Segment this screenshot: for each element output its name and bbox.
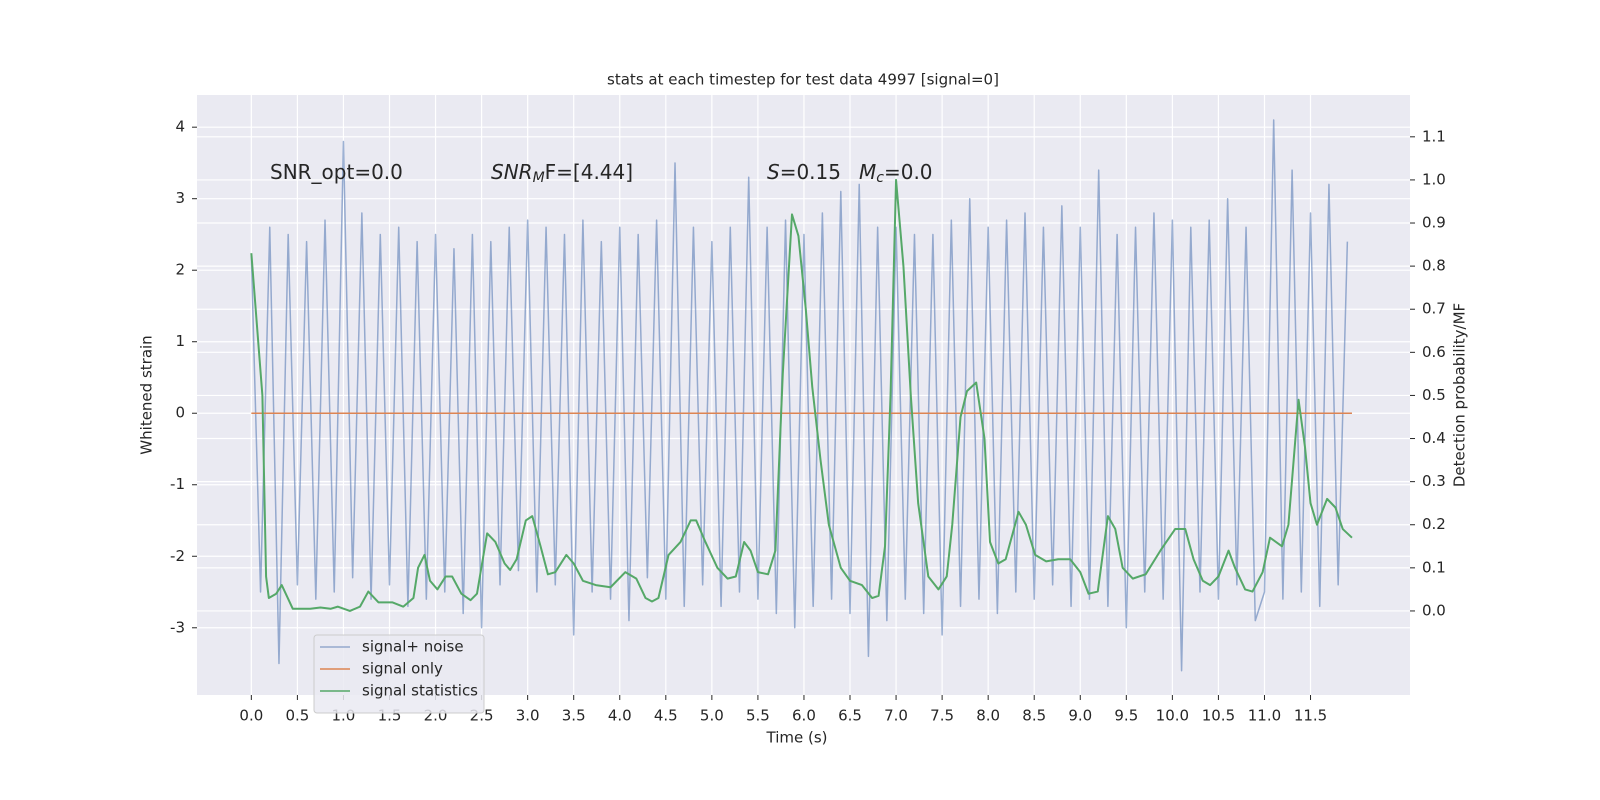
series-line: [250, 178, 1353, 612]
x-tick-label: 4.5: [654, 707, 678, 725]
y2-tick-label: 0.5: [1422, 386, 1446, 404]
y-tick-label: 3: [175, 189, 185, 207]
x-tick-label: 11.0: [1248, 707, 1281, 725]
annotation: Mc=0.0: [859, 160, 933, 187]
x-tick-label: 10.5: [1202, 707, 1235, 725]
annotation-symbol: SNR: [491, 160, 533, 184]
legend-label: signal+ noise: [362, 638, 464, 656]
x-tick-label: 7.0: [884, 707, 908, 725]
legend-label: signal only: [362, 660, 443, 678]
x-tick-label: 5.0: [700, 707, 724, 725]
y2-tick-label: 1.0: [1422, 170, 1446, 188]
x-tick-label: 11.5: [1294, 707, 1327, 725]
y-tick-label: -1: [170, 475, 185, 493]
x-tick-label: 5.5: [746, 707, 770, 725]
y2-tick-label: 1.1: [1422, 127, 1446, 145]
annotation-subscript: M: [533, 170, 545, 186]
y2-tick-label: 0.1: [1422, 558, 1446, 576]
overlay: 0.0 0.5 1.0 1.5 2.0 2.5 3.0 3.5 4.0 4.5 5.0 5.5 6.0 6…: [170, 118, 1446, 725]
y-tick-label: 4: [175, 118, 185, 136]
annotation: SNR_opt=0.0: [270, 160, 403, 184]
x-tick-label: 3.0: [516, 707, 540, 725]
x-tick-label: 10.0: [1156, 707, 1189, 725]
y-tick-label: 1: [175, 332, 185, 350]
x-tick-label: 0.0: [239, 707, 263, 725]
chart-title: stats at each timestep for test data 499…: [607, 71, 999, 89]
x-tick-label: 4.0: [608, 707, 632, 725]
x-tick-label: 9.0: [1068, 707, 1092, 725]
x-tick-label: 6.0: [792, 707, 816, 725]
annotation-symbol: S: [767, 160, 780, 184]
x-tick-label: 0.5: [285, 707, 309, 725]
y2-tick-label: 0.8: [1422, 257, 1446, 275]
y2-axis-label: Detection probability/MF: [1451, 303, 1469, 487]
y-tick-label: 0: [175, 404, 185, 422]
y2-tick-label: 0.0: [1422, 601, 1446, 619]
x-tick-label: 6.5: [838, 707, 862, 725]
x-tick-label: 7.5: [930, 707, 954, 725]
annotation-text: =0.15: [780, 160, 841, 184]
marks: [250, 119, 1353, 672]
y-tick-label: 2: [175, 261, 185, 279]
y-tick-label: -2: [170, 547, 185, 565]
y2-tick-label: 0.9: [1422, 214, 1446, 232]
x-tick-label: 8.0: [976, 707, 1000, 725]
series-line: [250, 119, 1349, 672]
y2-tick-label: 0.2: [1422, 515, 1446, 533]
y-tick-label: -3: [170, 618, 185, 636]
annotation-text: F=[4.44]: [545, 160, 633, 184]
y2-tick-label: 0.7: [1422, 300, 1446, 318]
annotation: SNRMF=[4.44]: [491, 160, 633, 187]
annotation: S=0.15: [767, 160, 841, 184]
x-axis-label: Time (s): [766, 729, 828, 747]
annotation-text: SNR_opt=0.0: [270, 160, 403, 184]
y2-tick-label: 0.6: [1422, 343, 1446, 361]
x-tick-label: 3.5: [562, 707, 586, 725]
annotation-text: =0.0: [884, 160, 933, 184]
y2-tick-label: 0.4: [1422, 429, 1446, 447]
annotation-subscript: c: [876, 170, 884, 186]
annotation-symbol: M: [859, 160, 876, 184]
x-tick-label: 8.5: [1022, 707, 1046, 725]
legend-box: [313, 634, 485, 714]
legend: signal+ noise signal only signal statistic…: [313, 634, 485, 714]
x-tick-label: 9.5: [1114, 707, 1138, 725]
y2-tick-label: 0.3: [1422, 472, 1446, 490]
legend-label: signal statistics: [362, 682, 478, 700]
y-axis-label: Whitened strain: [138, 335, 156, 454]
